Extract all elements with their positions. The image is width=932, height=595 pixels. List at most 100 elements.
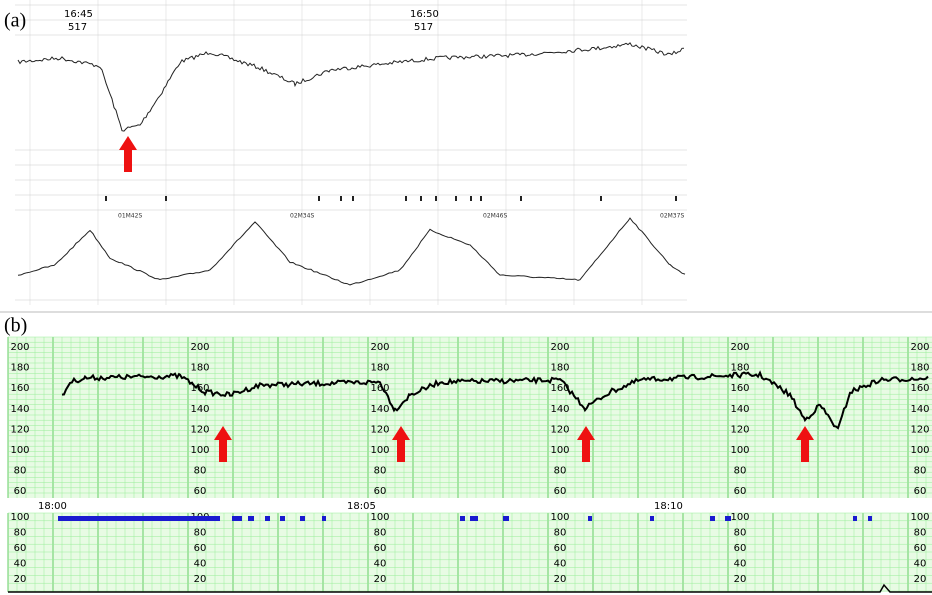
fhr-scale-label: 140 [370, 404, 389, 415]
panel-b: 200 180 160 140 120 100 80 60 100 80 60 40 20 200 180 1… [8, 337, 932, 592]
annotation: 01M42S [118, 213, 142, 220]
toco-event [868, 516, 872, 521]
toco-scale-label: 40 [194, 559, 207, 570]
toco-event [853, 516, 857, 521]
toco-scale-label: 60 [914, 543, 927, 554]
toco-scale-label: 100 [910, 512, 929, 523]
fhr-scale-label: 140 [730, 404, 749, 415]
toco-event [460, 516, 465, 521]
fhr-scale-label: 80 [914, 466, 927, 477]
toco-scale-label: 40 [14, 559, 27, 570]
toco-event [322, 516, 326, 521]
fhr-scale-label: 180 [550, 363, 569, 374]
toco-event [470, 516, 478, 521]
toco-scale-label: 60 [734, 543, 747, 554]
fhr-scale-label: 120 [550, 424, 569, 435]
fhr-scale-label: 200 [550, 342, 569, 353]
event-mark [470, 196, 472, 201]
toco-event [300, 516, 305, 521]
toco-scale-label: 20 [554, 574, 567, 585]
panel-label: (a) [4, 10, 26, 32]
time-label: 18:00 [38, 501, 67, 512]
toco-scale-label: 100 [370, 512, 389, 523]
toco-scale-label: 100 [730, 512, 749, 523]
fhr-scale-label: 100 [550, 445, 569, 456]
fhr-scale-label: 180 [370, 363, 389, 374]
event-mark [340, 196, 342, 201]
fhr-scale-label: 80 [194, 466, 207, 477]
toco-event [588, 516, 592, 521]
toco-scale-label: 40 [914, 559, 927, 570]
toco-scale-label: 20 [734, 574, 747, 585]
time-label: 18:05 [347, 501, 376, 512]
toco-scale-label: 20 [194, 574, 207, 585]
toco-event [265, 516, 270, 521]
fhr-grid [8, 337, 932, 498]
fhr-scale-label: 160 [10, 383, 29, 394]
background [15, 0, 687, 305]
fhr-scale-label: 60 [554, 486, 567, 497]
fhr-scale-label: 200 [10, 342, 29, 353]
fhr-scale-label: 140 [190, 404, 209, 415]
fhr-scale-label: 120 [190, 424, 209, 435]
event-mark [675, 196, 677, 201]
time-label: 18:10 [654, 501, 683, 512]
fhr-scale-label: 120 [370, 424, 389, 435]
fhr-scale-label: 80 [374, 466, 387, 477]
event-mark [455, 196, 457, 201]
fhr-scale-label: 200 [370, 342, 389, 353]
toco-event [160, 516, 163, 521]
event-mark [318, 196, 320, 201]
toco-event [503, 516, 509, 521]
fhr-scale-label: 120 [730, 424, 749, 435]
annotation: 02M37S [660, 213, 684, 220]
fhr-scale-label: 120 [910, 424, 929, 435]
page: 200 180 160 140 120 100 80 60 100 80 60 40 20 200 180 1… [0, 0, 932, 595]
fhr-scale-label: 60 [734, 486, 747, 497]
event-mark [352, 196, 354, 201]
fhr-scale-label: 140 [910, 404, 929, 415]
fhr-scale-label: 100 [10, 445, 29, 456]
fhr-scale-label: 100 [910, 445, 929, 456]
fhr-scale-label: 180 [10, 363, 29, 374]
fhr-scale-label: 100 [190, 445, 209, 456]
toco-scale-label: 80 [194, 528, 207, 539]
code-mark: 517 [414, 22, 433, 33]
fhr-scale-label: 160 [910, 383, 929, 394]
toco-scale-label: 80 [14, 528, 27, 539]
event-mark [165, 196, 167, 201]
toco-scale-label: 100 [10, 512, 29, 523]
fhr-scale-label: 100 [370, 445, 389, 456]
event-mark [105, 196, 107, 201]
toco-scale-label: 80 [734, 528, 747, 539]
fhr-scale-label: 120 [10, 424, 29, 435]
panel-a [0, 0, 932, 312]
code-mark: 517 [68, 22, 87, 33]
toco-event [725, 516, 731, 521]
event-mark [405, 196, 407, 201]
toco-event [212, 516, 220, 521]
toco-event [185, 516, 197, 521]
toco-event [280, 516, 285, 521]
toco-event [248, 516, 254, 521]
fhr-scale-label: 180 [910, 363, 929, 374]
event-mark [435, 196, 437, 201]
toco-scale-label: 20 [14, 574, 27, 585]
fhr-scale-label: 60 [14, 486, 27, 497]
event-mark [520, 196, 522, 201]
fhr-scale-label: 140 [10, 404, 29, 415]
toco-scale-label: 40 [374, 559, 387, 570]
toco-event [232, 516, 242, 521]
toco-grid [8, 513, 932, 592]
figure: 200 180 160 140 120 100 80 60 100 80 60 40 20 200 180 1… [0, 0, 932, 595]
fhr-scale-label: 60 [914, 486, 927, 497]
annotation: 02M34S [290, 213, 314, 220]
toco-scale-label: 80 [554, 528, 567, 539]
toco-event [650, 516, 654, 521]
time-mark: 16:45 [64, 9, 93, 20]
toco-scale-label: 60 [374, 543, 387, 554]
fhr-scale-label: 160 [730, 383, 749, 394]
toco-scale-label: 100 [550, 512, 569, 523]
fhr-scale-label: 180 [730, 363, 749, 374]
event-mark [420, 196, 422, 201]
